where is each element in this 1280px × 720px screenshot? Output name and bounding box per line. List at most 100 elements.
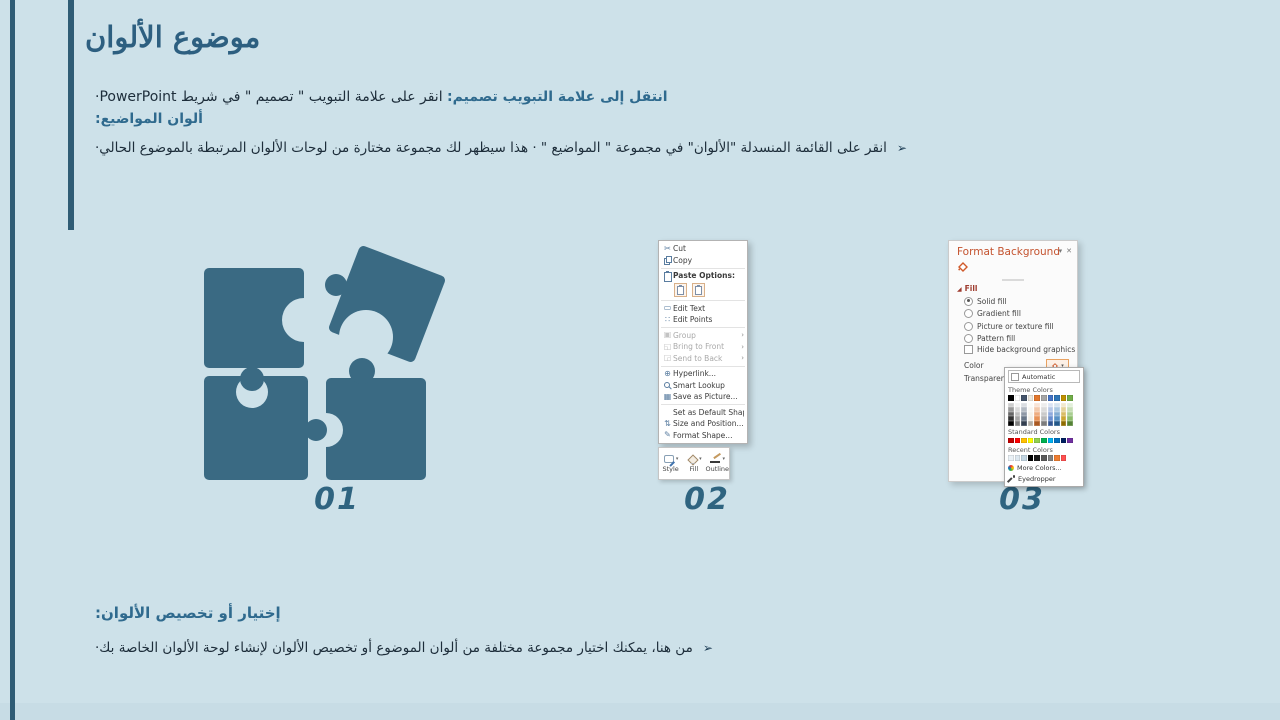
menu-item-cut[interactable]: Cut: [659, 243, 747, 255]
color-swatch[interactable]: [1027, 416, 1034, 421]
color-swatch[interactable]: [1014, 402, 1021, 408]
color-swatch[interactable]: [1040, 420, 1047, 426]
fill-button[interactable]: ▾ Fill: [682, 448, 705, 479]
color-swatch[interactable]: [1040, 395, 1047, 401]
menu-item-edit-points[interactable]: Edit Points: [659, 314, 747, 326]
color-swatch[interactable]: [1054, 395, 1060, 401]
color-swatch[interactable]: [1027, 411, 1034, 417]
color-swatch[interactable]: [1054, 402, 1060, 408]
paint-bucket-icon[interactable]: [956, 260, 970, 274]
paste-keep-formatting-icon[interactable]: [674, 282, 687, 297]
menu-item-size-and-position[interactable]: Size and Position...: [659, 418, 747, 430]
radio-pattern-fill[interactable]: Pattern fill: [964, 333, 1054, 346]
color-swatch[interactable]: [1054, 437, 1060, 444]
color-swatch[interactable]: [1021, 437, 1027, 444]
color-swatch[interactable]: [1060, 395, 1067, 401]
color-swatch[interactable]: [1008, 411, 1014, 417]
color-swatch[interactable]: [1067, 416, 1073, 421]
color-swatch[interactable]: [1034, 416, 1040, 421]
color-swatch[interactable]: [1040, 402, 1047, 408]
color-swatch[interactable]: [1027, 402, 1034, 408]
color-swatch[interactable]: [1021, 455, 1027, 461]
color-swatch[interactable]: [1047, 395, 1054, 401]
close-icon[interactable]: ✕: [1066, 247, 1072, 255]
color-swatch[interactable]: [1060, 416, 1067, 421]
color-swatch[interactable]: [1067, 395, 1073, 401]
color-swatch[interactable]: [1008, 407, 1014, 412]
color-swatch[interactable]: [1034, 411, 1040, 417]
color-swatch[interactable]: [1047, 420, 1054, 426]
color-swatch[interactable]: [1014, 411, 1021, 417]
eyedropper-item[interactable]: Eyedropper: [1008, 475, 1080, 483]
menu-item-set-as-default-shape[interactable]: Set as Default Shape: [659, 407, 747, 419]
color-swatch[interactable]: [1008, 437, 1014, 444]
menu-item-edit-text[interactable]: Edit Text: [659, 303, 747, 315]
color-swatch[interactable]: [1067, 411, 1073, 417]
color-swatch[interactable]: [1027, 420, 1034, 426]
color-swatch[interactable]: [1021, 420, 1027, 426]
radio-solid-fill[interactable]: Solid fill: [964, 295, 1054, 308]
more-colors-item[interactable]: More Colors...: [1008, 464, 1080, 472]
color-swatch[interactable]: [1067, 437, 1073, 444]
color-swatch[interactable]: [1008, 395, 1014, 401]
radio-picture-or-texture-fill[interactable]: Picture or texture fill: [964, 320, 1054, 333]
hide-background-graphics-option[interactable]: Hide background graphics: [964, 345, 1075, 354]
radio-gradient-fill[interactable]: Gradient fill: [964, 308, 1054, 321]
color-swatch[interactable]: [1060, 402, 1067, 408]
color-swatch[interactable]: [1040, 437, 1047, 444]
color-swatch[interactable]: [1060, 455, 1067, 461]
color-swatch[interactable]: [1047, 437, 1054, 444]
color-swatch[interactable]: [1047, 455, 1054, 461]
color-swatch[interactable]: [1008, 420, 1014, 426]
color-swatch[interactable]: [1008, 416, 1014, 421]
color-swatch[interactable]: [1060, 411, 1067, 417]
automatic-color-option[interactable]: Automatic: [1008, 370, 1080, 383]
color-swatch[interactable]: [1021, 407, 1027, 412]
color-swatch[interactable]: [1047, 407, 1054, 412]
color-swatch[interactable]: [1067, 402, 1073, 408]
color-swatch[interactable]: [1060, 407, 1067, 412]
color-swatch[interactable]: [1047, 411, 1054, 417]
paste-picture-icon[interactable]: [692, 282, 705, 297]
color-swatch[interactable]: [1040, 411, 1047, 417]
color-swatch[interactable]: [1047, 416, 1054, 421]
color-swatch[interactable]: [1060, 437, 1067, 444]
color-swatch[interactable]: [1021, 411, 1027, 417]
chevron-down-icon[interactable]: ▾: [1058, 247, 1063, 255]
color-swatch[interactable]: [1014, 416, 1021, 421]
color-swatch[interactable]: [1034, 402, 1040, 408]
menu-item-save-as-picture[interactable]: Save as Picture...: [659, 391, 747, 403]
color-swatch[interactable]: [1027, 395, 1034, 401]
color-swatch[interactable]: [1067, 420, 1073, 426]
color-swatch[interactable]: [1054, 416, 1060, 421]
color-swatch[interactable]: [1047, 402, 1054, 408]
style-button[interactable]: ▾ Style: [659, 448, 682, 479]
color-swatch[interactable]: [1008, 402, 1014, 408]
color-swatch[interactable]: [1027, 437, 1034, 444]
outline-button[interactable]: ▾ Outline: [706, 448, 730, 479]
color-swatch[interactable]: [1034, 407, 1040, 412]
menu-item-smart-lookup[interactable]: Smart Lookup: [659, 380, 747, 392]
menu-item-paste-options[interactable]: Paste Options:: [659, 270, 747, 282]
color-swatch[interactable]: [1054, 411, 1060, 417]
color-swatch[interactable]: [1034, 455, 1040, 461]
color-swatch[interactable]: [1034, 395, 1040, 401]
color-swatch[interactable]: [1014, 407, 1021, 412]
color-swatch[interactable]: [1034, 420, 1040, 426]
menu-item-copy[interactable]: Copy: [659, 255, 747, 267]
color-swatch[interactable]: [1021, 395, 1027, 401]
color-swatch[interactable]: [1021, 402, 1027, 408]
color-swatch[interactable]: [1054, 407, 1060, 412]
color-swatch[interactable]: [1014, 455, 1021, 461]
color-swatch[interactable]: [1027, 407, 1034, 412]
menu-item-format-shape[interactable]: Format Shape...: [659, 430, 747, 442]
color-swatch[interactable]: [1054, 455, 1060, 461]
color-swatch[interactable]: [1008, 455, 1014, 461]
color-swatch[interactable]: [1054, 420, 1060, 426]
color-swatch[interactable]: [1040, 416, 1047, 421]
color-swatch[interactable]: [1027, 455, 1034, 461]
color-swatch[interactable]: [1060, 420, 1067, 426]
fill-section-header[interactable]: ◢ Fill: [957, 284, 977, 293]
color-swatch[interactable]: [1040, 407, 1047, 412]
menu-item-hyperlink[interactable]: Hyperlink...: [659, 368, 747, 380]
